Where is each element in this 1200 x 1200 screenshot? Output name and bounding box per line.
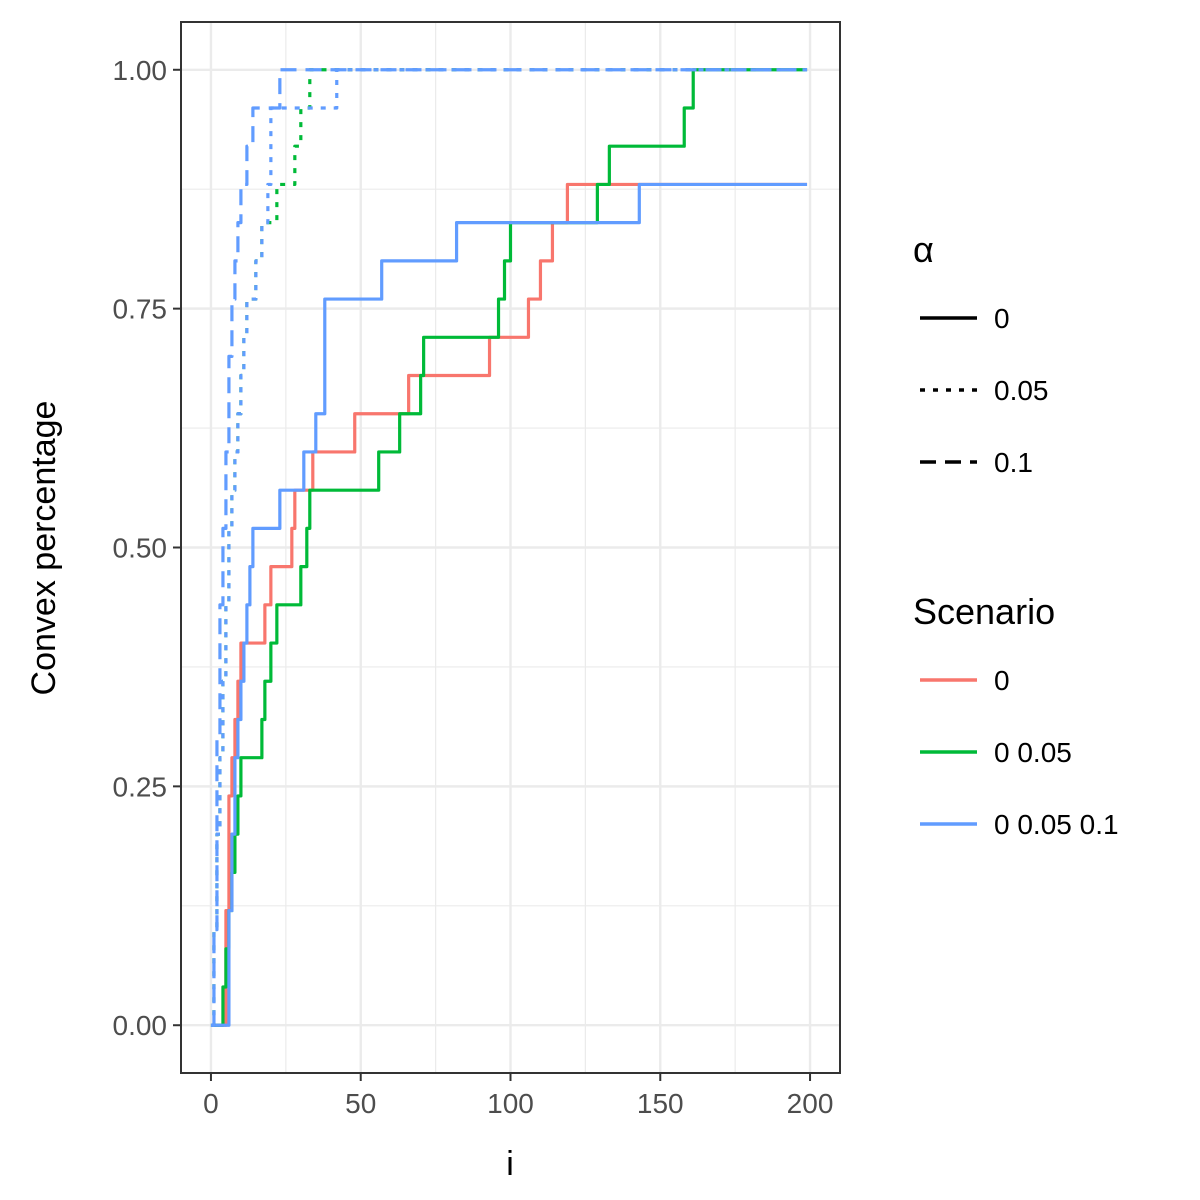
legend-label: 0 0.05 bbox=[994, 737, 1072, 768]
x-axis-title: i bbox=[506, 1145, 514, 1183]
y-tick-label: 0.00 bbox=[113, 1010, 168, 1041]
legend-title: α bbox=[913, 229, 934, 270]
x-tick-label: 0 bbox=[203, 1088, 219, 1119]
y-axis: 0.00 0.25 0.50 0.75 1.00 bbox=[113, 55, 181, 1041]
series-line-scenario-0_0.05_0.1-alpha-0.1 bbox=[210, 68, 808, 1027]
legend-title: Scenario bbox=[913, 591, 1055, 632]
y-tick-label: 1.00 bbox=[113, 55, 168, 86]
legend-linetype: α 0 0.05 0.1 bbox=[913, 229, 1049, 478]
legend-label: 0 bbox=[994, 665, 1010, 696]
x-tick-label: 50 bbox=[345, 1088, 376, 1119]
x-tick-label: 150 bbox=[637, 1088, 684, 1119]
legend-scenario: Scenario 0 0 0.05 0 0.05 0.1 bbox=[913, 591, 1119, 840]
series-line-scenario-0_0.05-alpha-0 bbox=[210, 68, 808, 1027]
grid bbox=[181, 22, 840, 1073]
series-line-scenario-0_0.05_0.1-alpha-0.05 bbox=[210, 68, 808, 1027]
series-layer bbox=[210, 68, 808, 1027]
legend-label: 0.1 bbox=[994, 447, 1033, 478]
x-tick-label: 200 bbox=[787, 1088, 834, 1119]
y-tick-label: 0.50 bbox=[113, 533, 168, 564]
legend-label: 0.05 bbox=[994, 375, 1049, 406]
x-tick-label: 100 bbox=[487, 1088, 534, 1119]
series-line-scenario-0_0.05_0.1-alpha-0 bbox=[210, 182, 808, 1027]
y-tick-label: 0.75 bbox=[113, 294, 168, 325]
legend-label: 0 0.05 0.1 bbox=[994, 809, 1119, 840]
legend-label: 0 bbox=[994, 303, 1010, 334]
y-tick-label: 0.25 bbox=[113, 771, 168, 802]
y-axis-title: Convex percentage bbox=[25, 401, 63, 696]
x-axis: 0 50 100 150 200 bbox=[203, 1073, 833, 1119]
